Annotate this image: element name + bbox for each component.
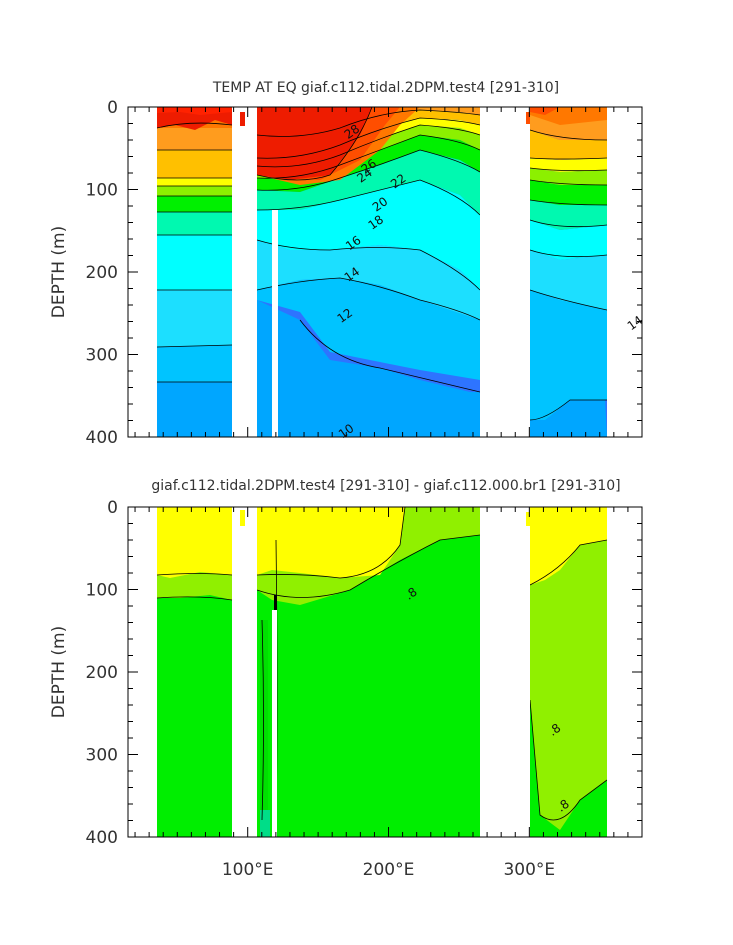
top-y-axis: 0 100 200 300 400 xyxy=(86,98,642,448)
bottom-difference-field xyxy=(157,507,607,837)
bottom-x-axis: 100°E 200°E 300°E xyxy=(134,507,629,880)
bottom-x-tick-label: 100°E xyxy=(222,860,274,880)
bottom-y-axis: 0 100 200 300 400 xyxy=(86,498,642,848)
top-y-tick-label: 400 xyxy=(86,428,118,448)
top-temperature-field xyxy=(157,107,607,437)
top-y-axis-label: DEPTH (m) xyxy=(49,226,69,318)
bottom-y-tick-label: 400 xyxy=(86,828,118,848)
bottom-land-masks xyxy=(128,507,642,837)
bottom-panel: giaf.c112.tidal.2DPM.test4 [291-310] - g… xyxy=(49,478,643,880)
top-y-tick-label: 0 xyxy=(107,98,118,118)
top-y-tick-label: 300 xyxy=(86,346,118,366)
bottom-x-tick-label: 200°E xyxy=(363,860,415,880)
bottom-y-tick-label: 200 xyxy=(86,663,118,683)
top-panel: TEMP AT EQ giaf.c112.tidal.2DPM.test4 [2… xyxy=(49,80,645,448)
bottom-y-axis-label: DEPTH (m) xyxy=(49,626,69,718)
bottom-title: giaf.c112.tidal.2DPM.test4 [291-310] - g… xyxy=(151,478,620,494)
top-title: TEMP AT EQ giaf.c112.tidal.2DPM.test4 [2… xyxy=(212,80,559,96)
top-y-tick-label: 100 xyxy=(86,181,118,201)
top-land-masks xyxy=(128,107,642,437)
top-y-tick-label: 200 xyxy=(86,263,118,283)
bottom-y-tick-label: 300 xyxy=(86,746,118,766)
bottom-y-tick-label: 100 xyxy=(86,581,118,601)
bottom-x-tick-label: 300°E xyxy=(503,860,555,880)
top-x-axis xyxy=(134,107,629,437)
bottom-y-tick-label: 0 xyxy=(107,498,118,518)
